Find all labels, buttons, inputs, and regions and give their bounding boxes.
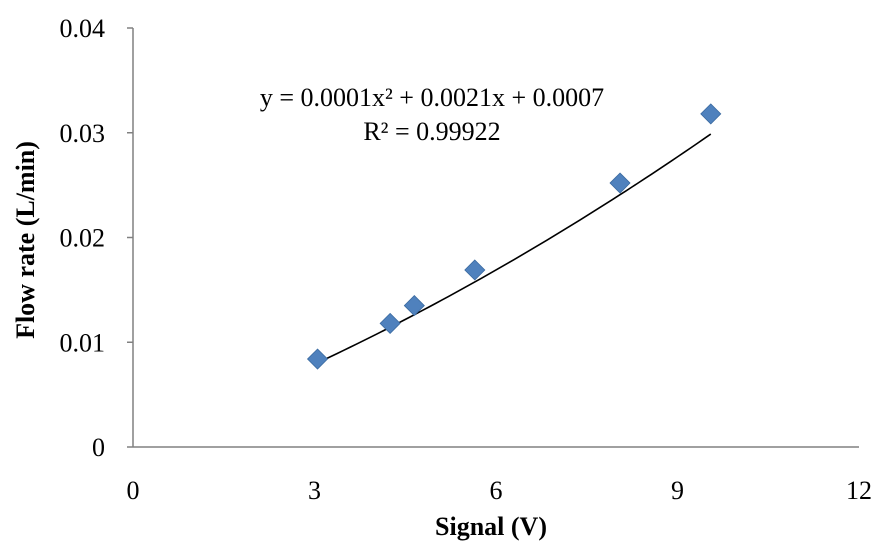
trendline-layer: [317, 133, 712, 364]
y-tick-label: 0.01: [60, 328, 106, 357]
x-tick-label: 0: [127, 476, 140, 505]
data-point: [609, 172, 631, 194]
y-tick-label: 0.04: [60, 14, 106, 43]
data-points: [306, 103, 722, 370]
x-tick-label: 3: [308, 476, 321, 505]
y-tick-label: 0.03: [60, 119, 106, 148]
x-tick-label: 6: [490, 476, 503, 505]
trendline: [317, 133, 712, 364]
data-point: [403, 295, 425, 317]
axes: [127, 27, 859, 448]
x-tick-label: 12: [846, 476, 872, 505]
tick-labels: 0 3 6 9 12 0 0.01 0.02 0.03 0.04: [60, 14, 873, 505]
y-tick-label: 0.02: [60, 224, 106, 253]
y-axis-title: Flow rate (L/min): [11, 141, 40, 339]
data-point: [464, 259, 486, 281]
r-squared-label: R² = 0.99922: [363, 117, 500, 146]
data-point: [306, 348, 329, 370]
equation-label: y = 0.0001x² + 0.0021x + 0.0007: [260, 83, 604, 112]
data-point: [379, 312, 401, 334]
data-point: [700, 103, 722, 125]
x-tick-label: 9: [671, 476, 684, 505]
x-axis-title: Signal (V): [435, 512, 547, 541]
y-tick-label: 0: [92, 433, 105, 462]
